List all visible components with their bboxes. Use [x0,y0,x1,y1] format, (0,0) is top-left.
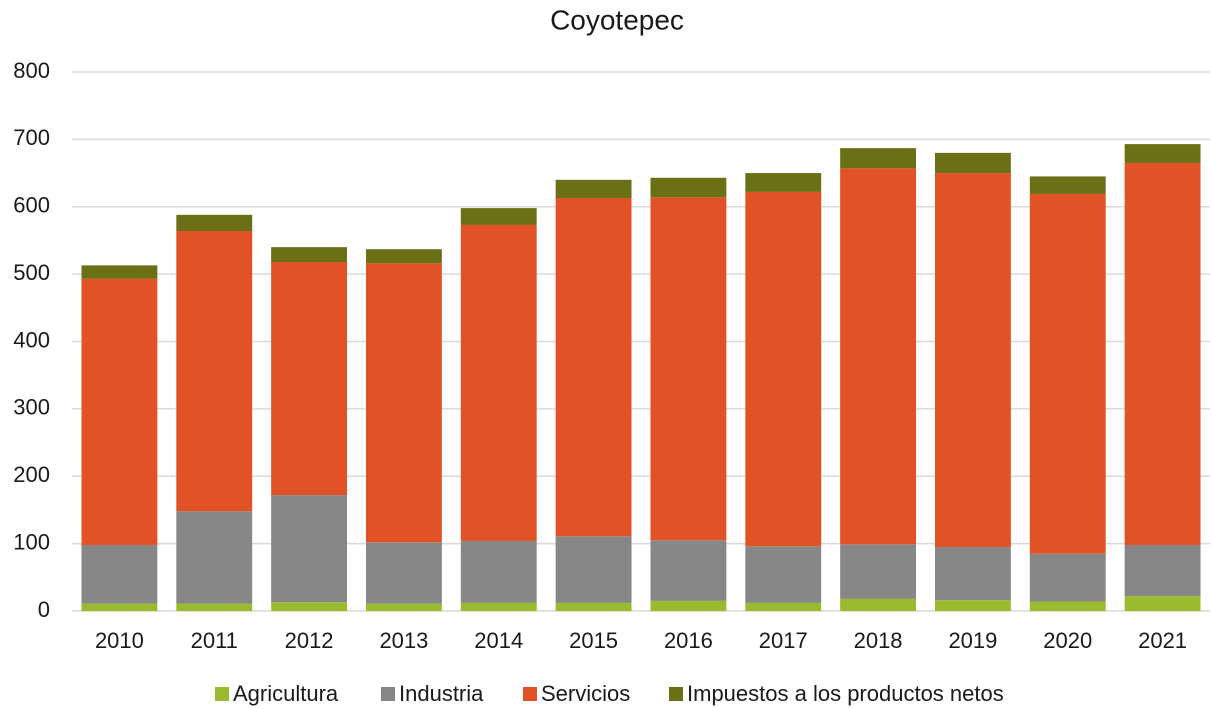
bar-segment [460,224,537,541]
bar-segment [555,179,632,198]
bar-segment [176,231,253,512]
bar-segment [1124,144,1201,163]
bar-segment [650,177,727,198]
y-tick-label: 0 [38,597,50,622]
bar-segment [1124,162,1201,545]
x-tick-label: 2018 [854,628,903,653]
legend-label: Servicios [541,681,630,706]
bar-segment [840,168,917,545]
y-tick-label: 400 [13,327,50,352]
legend-label: Industria [399,681,484,706]
bar-segment [81,603,158,611]
x-tick-label: 2010 [95,628,144,653]
bar-segment [555,602,632,611]
bar-segment [745,191,822,547]
bar-segment [1029,601,1106,611]
y-tick-label: 100 [13,529,50,554]
bar-segment [365,249,442,264]
x-tick-label: 2012 [285,628,334,653]
bar-segment [460,602,537,611]
legend-label: Impuestos a los productos netos [687,681,1004,706]
legend-swatch [381,687,395,701]
bar-segment [81,544,158,604]
bar-segment [176,214,253,232]
bar-segment [271,602,348,611]
x-tick-label: 2014 [474,628,523,653]
bar-segment [81,278,158,545]
legend-label: Agricultura [233,681,339,706]
bar-segment [365,263,442,543]
legend-swatch [669,687,683,701]
bar-segment [650,540,727,601]
bar-segment [271,261,348,496]
y-tick-label: 600 [13,193,50,218]
bar-segment [840,148,917,169]
bar-segment [840,598,917,611]
chart-title: Coyotepec [550,4,684,35]
bar-segment [81,265,158,279]
bar-segment [365,603,442,611]
y-tick-label: 200 [13,462,50,487]
bar-segment [934,546,1011,601]
bar-segment [650,600,727,611]
y-tick-label: 300 [13,395,50,420]
bar-segment [460,208,537,225]
bar-segment [934,173,1011,547]
y-tick-label: 800 [13,58,50,83]
bar-segment [460,540,537,603]
bar-segment [1029,553,1106,602]
bar-segment [271,495,348,603]
legend-swatch [215,687,229,701]
bar-segment [1124,544,1201,597]
x-tick-label: 2013 [379,628,428,653]
x-tick-label: 2020 [1043,628,1092,653]
bar-segment [934,152,1011,174]
bar-segment [1029,193,1106,554]
bar-segment [176,511,253,604]
bar-segment [555,536,632,603]
x-tick-label: 2021 [1138,628,1187,653]
x-tick-label: 2017 [759,628,808,653]
bar-segment [650,197,727,541]
y-tick-label: 500 [13,260,50,285]
bar-segment [1029,176,1106,194]
bar-segment [365,542,442,604]
bar-segment [555,197,632,537]
legend-swatch [523,687,537,701]
bar-segment [745,546,822,603]
y-tick-label: 700 [13,125,50,150]
bar-segment [745,602,822,611]
x-tick-label: 2016 [664,628,713,653]
x-tick-label: 2015 [569,628,618,653]
bar-segment [745,173,822,192]
bar-segment [271,247,348,262]
x-tick-label: 2011 [191,628,238,653]
bar-segment [840,544,917,599]
bar-segment [1124,596,1201,611]
bar-segment [934,600,1011,611]
bar-segment [176,603,253,611]
x-tick-label: 2019 [948,628,997,653]
